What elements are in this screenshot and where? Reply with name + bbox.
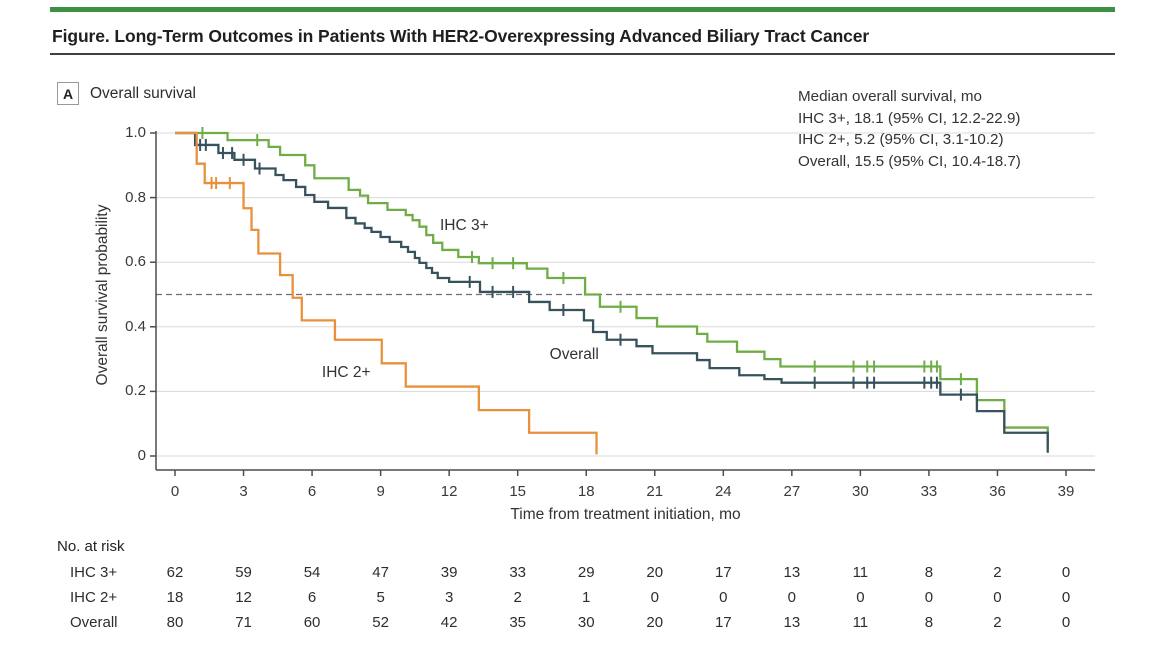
y-tick-label: 0.6: [125, 253, 146, 271]
y-tick-label: 0.8: [125, 188, 146, 206]
y-tick-label: 0.4: [125, 317, 146, 335]
x-tick-label: 18: [577, 483, 595, 500]
x-axis-title: Time from treatment initiation, mo: [510, 506, 741, 523]
risk-cell: 80: [166, 614, 184, 631]
y-tick-label: 0: [137, 447, 146, 464]
risk-cell: 2: [993, 564, 1002, 581]
risk-cell: 0: [1061, 614, 1071, 631]
risk-cell: 20: [646, 614, 664, 631]
x-tick-label: 12: [440, 483, 458, 500]
x-tick-label: 39: [1057, 483, 1075, 500]
curve-label-ihc-3-: IHC 3+: [440, 216, 489, 234]
risk-cell: 60: [303, 614, 321, 631]
risk-cell: 47: [372, 564, 389, 581]
risk-cell: 11: [852, 614, 869, 631]
risk-cell: 30: [577, 614, 595, 631]
legend-line-overall: Overall, 15.5 (95% CI, 10.4-18.7): [798, 152, 1021, 170]
risk-cell: 62: [166, 564, 184, 581]
risk-cell: 8: [924, 564, 934, 581]
risk-cell: 13: [783, 614, 801, 631]
km-curve-ihc-2-: [175, 131, 598, 455]
risk-cell: 11: [852, 564, 869, 581]
x-tick-label: 21: [646, 483, 664, 500]
risk-cell: 8: [924, 614, 934, 631]
km-curve-ihc-3-: [175, 131, 1049, 447]
risk-cell: 2: [993, 614, 1002, 631]
header-accent-bar: [50, 7, 1115, 12]
risk-cell: 17: [714, 564, 732, 581]
risk-cell: 0: [1061, 564, 1071, 581]
x-tick-label: 36: [989, 483, 1006, 500]
median-survival-legend: Median overall survival, mo IHC 3+, 18.1…: [798, 86, 1021, 172]
risk-cell: 54: [303, 564, 321, 581]
risk-cell: 29: [577, 564, 595, 581]
risk-cell: 0: [856, 589, 865, 606]
header-rule: [50, 53, 1115, 55]
risk-cell: 0: [650, 589, 659, 606]
risk-cell: 33: [509, 564, 527, 581]
x-tick-label: 3: [239, 483, 248, 500]
panel-title: Overall survival: [90, 85, 196, 102]
risk-cell: 0: [787, 589, 797, 606]
figure-title: Figure. Long-Term Outcomes in Patients W…: [52, 26, 870, 46]
x-tick-label: 27: [783, 483, 801, 500]
x-tick-label: 9: [376, 483, 385, 500]
x-tick-label: 24: [714, 483, 732, 500]
panel-letter: A: [62, 85, 74, 102]
risk-cell: 59: [235, 564, 252, 581]
x-tick-label: 6: [307, 483, 317, 500]
risk-cell: 17: [714, 614, 732, 631]
risk-cell: 12: [235, 589, 252, 606]
risk-cell: 2: [513, 589, 522, 606]
risk-cell: 20: [646, 564, 664, 581]
risk-cell: 0: [719, 589, 728, 606]
x-tick-label: 15: [509, 483, 527, 500]
legend-heading: Median overall survival, mo: [798, 88, 983, 105]
risk-row-label: Overall: [70, 614, 118, 631]
risk-cell: 1: [582, 589, 591, 606]
legend-line-ihc3: IHC 3+, 18.1 (95% CI, 12.2-22.9): [798, 109, 1021, 127]
x-tick-label: 33: [920, 483, 938, 500]
risk-cell: 5: [376, 589, 385, 606]
risk-row-label: IHC 3+: [70, 564, 118, 581]
y-tick-label: 0.2: [125, 382, 146, 400]
legend-line-ihc2: IHC 2+, 5.2 (95% CI, 3.1-10.2): [798, 131, 1004, 148]
risk-cell: 42: [440, 614, 458, 631]
risk-cell: 3: [444, 589, 454, 606]
risk-cell: 0: [924, 589, 934, 606]
risk-cell: 6: [307, 589, 317, 606]
risk-cell: 0: [993, 589, 1002, 606]
curve-label-ihc-2-: IHC 2+: [321, 363, 371, 381]
curve-label-overall: Overall: [549, 346, 599, 364]
risk-cell: 35: [509, 614, 527, 631]
risk-cell: 39: [440, 564, 458, 581]
risk-row-label: IHC 2+: [70, 589, 118, 606]
risk-table-title: No. at risk: [57, 538, 125, 555]
x-tick-label: 30: [852, 483, 869, 500]
x-tick-label: 0: [170, 483, 180, 500]
risk-cell: 71: [235, 614, 252, 631]
risk-cell: 0: [1061, 589, 1071, 606]
y-tick-label: 1.0: [125, 124, 146, 141]
risk-cell: 13: [783, 564, 801, 581]
y-axis-title: Overall survival probability: [94, 204, 111, 386]
risk-cell: 52: [372, 614, 389, 631]
risk-cell: 18: [166, 589, 184, 606]
panel-letter-box: A: [57, 82, 79, 105]
km-curve-overall: [175, 131, 1049, 453]
